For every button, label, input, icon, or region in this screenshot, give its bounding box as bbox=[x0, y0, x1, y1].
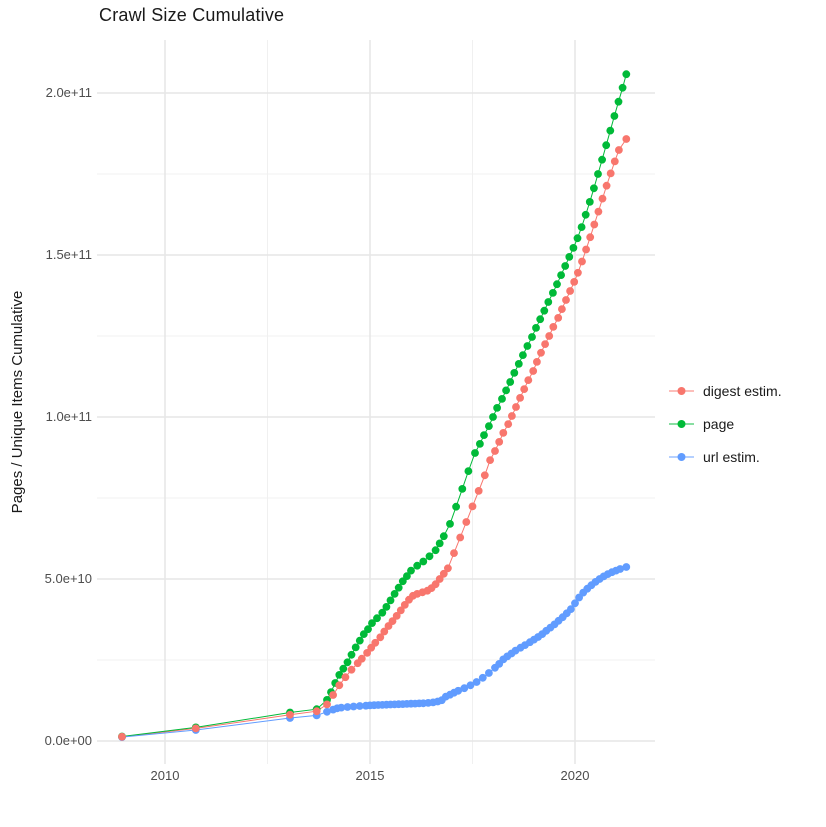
legend-key-icon bbox=[668, 384, 695, 398]
gridlines-major bbox=[97, 40, 655, 764]
series-points-digest-estim bbox=[118, 135, 631, 741]
x-tick-label: 2015 bbox=[355, 768, 385, 783]
y-tick-label: 1.5e+11 bbox=[45, 247, 92, 262]
legend-item: digest estim. bbox=[668, 374, 782, 407]
y-tick-label: 5.0e+10 bbox=[44, 571, 92, 586]
x-tick-label: 2010 bbox=[150, 768, 180, 783]
legend-label: url estim. bbox=[703, 448, 760, 465]
legend-item: url estim. bbox=[668, 440, 782, 473]
y-axis-label: Pages / Unique Items Cumulative bbox=[9, 290, 26, 514]
y-tick-label: 2.0e+11 bbox=[45, 85, 92, 100]
gridlines-minor bbox=[97, 40, 655, 764]
legend: digest estim. page url estim. bbox=[668, 374, 782, 473]
legend-label: digest estim. bbox=[703, 382, 782, 399]
series-line-url-estim bbox=[121, 566, 627, 738]
legend-item: page bbox=[668, 407, 782, 440]
x-tick-label: 2020 bbox=[560, 768, 590, 783]
legend-label: page bbox=[703, 415, 735, 432]
series-points-url-estim bbox=[118, 563, 631, 741]
legend-key-icon bbox=[668, 450, 695, 464]
legend-key-icon bbox=[668, 417, 695, 431]
y-tick-label: 1.0e+11 bbox=[45, 409, 92, 424]
y-tick-label: 0.0e+00 bbox=[44, 733, 92, 748]
chart-title: Crawl Size Cumulative bbox=[99, 5, 285, 25]
